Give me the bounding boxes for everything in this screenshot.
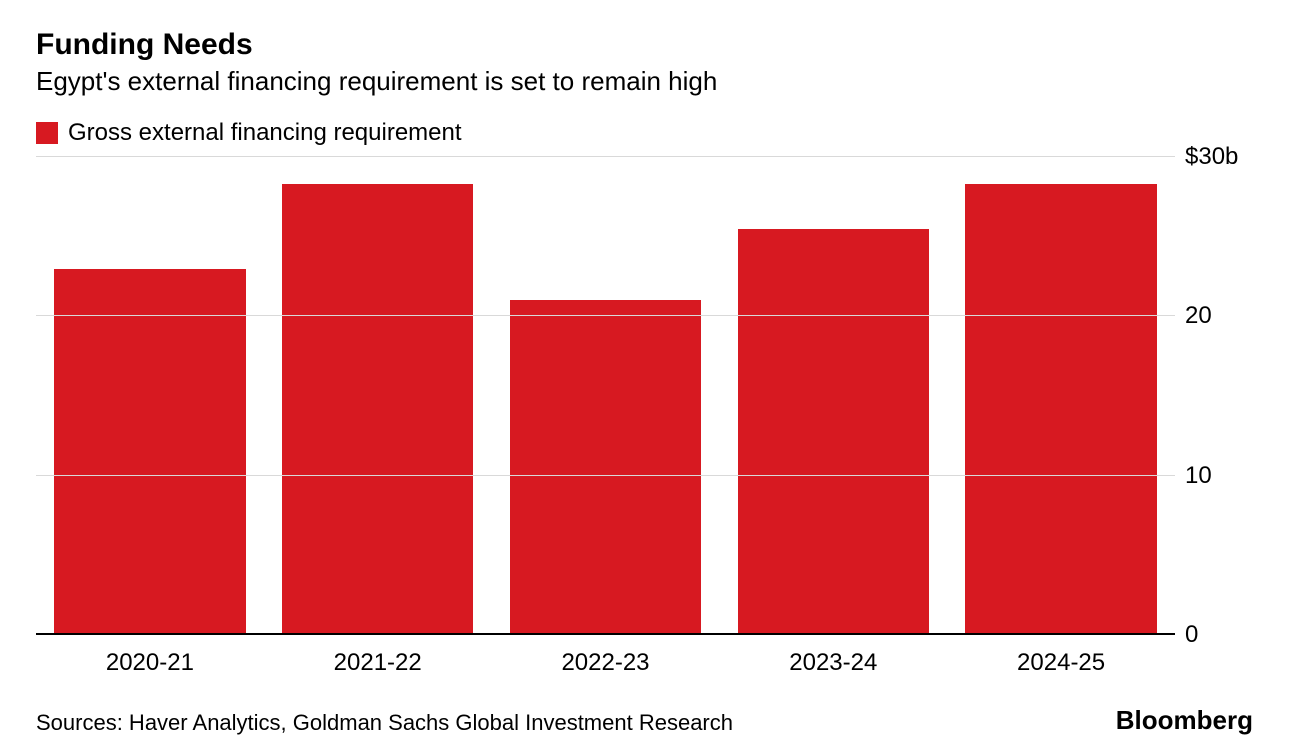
bar [965,184,1156,635]
bar-slot [264,157,492,635]
gridline [36,475,1175,476]
y-tick-label: 10 [1185,462,1212,490]
chart-title: Funding Needs [36,28,1253,62]
bar-slot [492,157,720,635]
plot-wrap: 01020$30b [36,157,1253,635]
x-tick-label: 2020-21 [36,649,264,677]
gridline [36,156,1175,157]
y-tick-label: 0 [1185,621,1198,649]
footer: Sources: Haver Analytics, Goldman Sachs … [36,705,1253,736]
brand-text: Bloomberg [1116,705,1253,736]
bar-slot [36,157,264,635]
baseline [36,633,1175,635]
bar [54,269,245,635]
legend: Gross external financing requirement [36,119,1253,147]
bar [510,300,701,635]
bar [282,184,473,635]
bars-group [36,157,1175,635]
x-tick-label: 2022-23 [492,649,720,677]
plot-area [36,157,1175,635]
x-tick-label: 2023-24 [719,649,947,677]
gridline [36,315,1175,316]
x-tick-label: 2024-25 [947,649,1175,677]
legend-swatch [36,122,58,144]
bar-slot [947,157,1175,635]
chart-subtitle: Egypt's external financing requirement i… [36,66,1253,97]
bar-slot [719,157,947,635]
legend-label: Gross external financing requirement [68,119,462,147]
sources-text: Sources: Haver Analytics, Goldman Sachs … [36,710,733,736]
x-tick-label: 2021-22 [264,649,492,677]
chart-container: Funding Needs Egypt's external financing… [0,0,1289,756]
bar [738,229,929,635]
y-tick-label: $30b [1185,143,1238,171]
x-axis: 2020-212021-222022-232023-242024-25 [36,649,1253,677]
y-tick-label: 20 [1185,302,1212,330]
y-axis: 01020$30b [1175,157,1253,635]
